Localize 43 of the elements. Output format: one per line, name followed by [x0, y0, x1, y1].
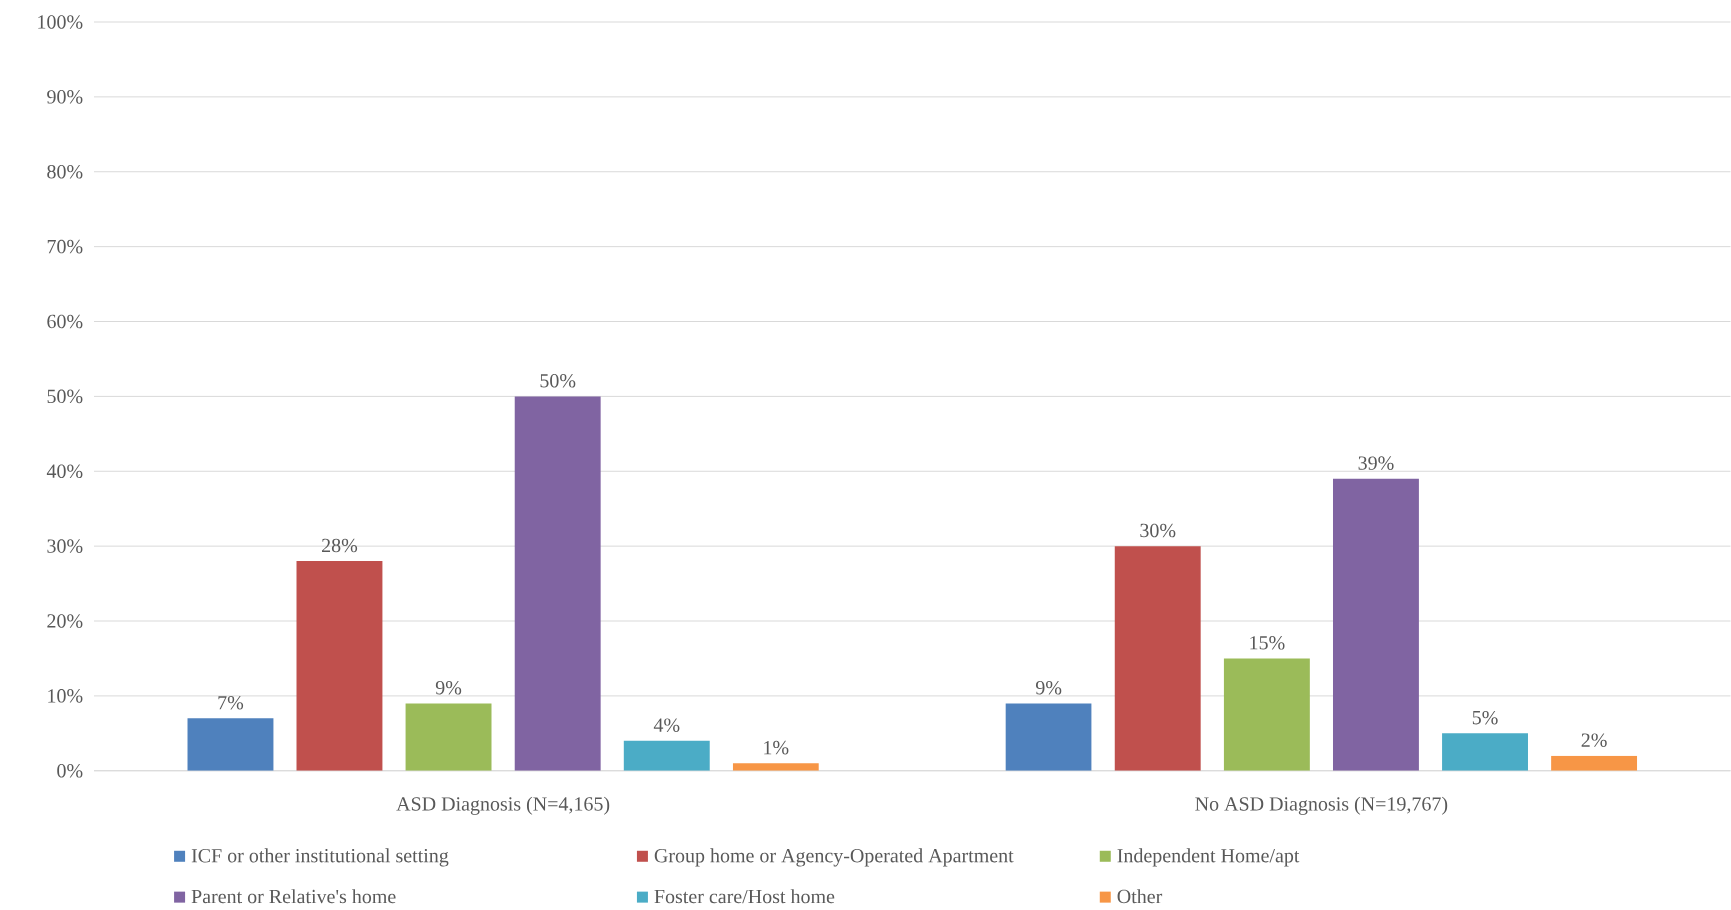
x-tick-label: No ASD Diagnosis (N=19,767): [1195, 796, 1448, 815]
x-tick-label: ASD Diagnosis (N=4,165): [396, 796, 610, 815]
bar: [1442, 733, 1528, 771]
data-label: 9%: [1035, 680, 1062, 695]
data-label: 2%: [1581, 733, 1607, 747]
legend-label: Group home or Agency-Operated Apartment: [654, 848, 1014, 867]
y-tick-label: 70%: [47, 239, 83, 254]
y-tick-label: 60%: [47, 314, 83, 329]
data-label: 1%: [764, 740, 789, 755]
data-label: 50%: [540, 373, 576, 388]
y-tick-label: 20%: [47, 614, 83, 628]
y-tick-label: 40%: [46, 464, 83, 479]
bar: [623, 740, 710, 771]
y-tick-label: 90%: [47, 90, 83, 104]
data-label: 4%: [653, 718, 680, 732]
legend-label: Independent Home/apt: [1117, 848, 1300, 867]
bar: [1332, 478, 1419, 771]
data-label: 15%: [1250, 636, 1285, 650]
bar: [514, 396, 601, 771]
legend-label: Foster care/Host home: [654, 889, 835, 904]
data-label: 5%: [1472, 710, 1498, 725]
legend-label: Other: [1117, 889, 1163, 904]
bar: [732, 763, 819, 771]
bar: [187, 718, 274, 771]
bar: [405, 703, 492, 771]
bar: [296, 561, 383, 771]
y-tick-label: 80%: [47, 164, 83, 179]
y-tick-label: 50%: [47, 389, 83, 404]
data-label: 7%: [218, 695, 244, 710]
data-label: 9%: [435, 680, 462, 695]
legend-label: ICF or other institutional setting: [191, 848, 449, 867]
y-tick-label: 10%: [48, 689, 83, 703]
y-tick-label: 30%: [47, 539, 83, 553]
y-tick-label: 0%: [57, 763, 83, 778]
legend-label: Parent or Relative's home: [191, 889, 396, 904]
data-label: 39%: [1358, 456, 1394, 470]
data-label: 30%: [1140, 523, 1176, 538]
bar: [1114, 546, 1201, 771]
data-label: 28%: [322, 538, 358, 553]
bar: [1551, 755, 1638, 771]
y-tick-label: 100%: [38, 15, 83, 29]
bar: [1223, 658, 1310, 771]
bar: [1005, 703, 1092, 771]
